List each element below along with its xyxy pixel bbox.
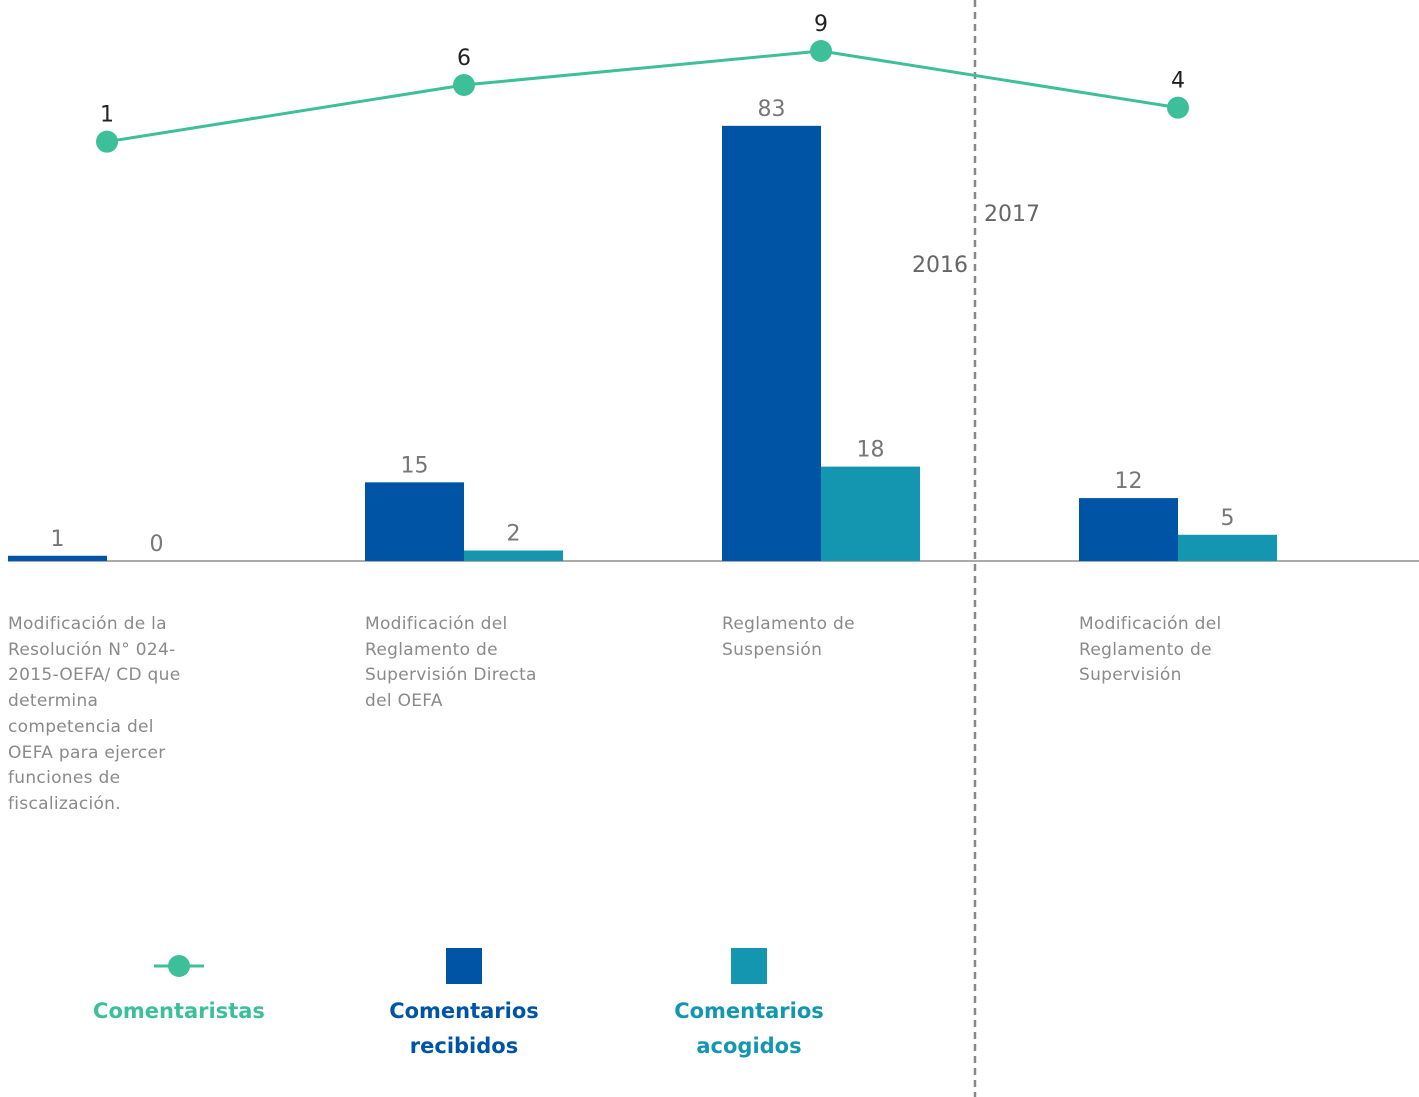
value-label: 1 [51,527,65,552]
value-label: 1 [100,103,114,128]
year-label: 2016 [912,253,968,278]
legend-icon [731,948,767,984]
x-tick-label: Modificación del Reglamento de Supervisi… [365,614,537,712]
legend-label: Comentarios acogidos [674,999,824,1058]
line-point [1167,96,1189,119]
x-tick-label: Reglamento de Suspensión [722,614,855,660]
year-label: 2017 [984,202,1040,227]
bar [722,125,821,561]
bar [1178,534,1277,561]
x-tick-label: Modificación de la Resolución N° 024-201… [8,614,181,814]
value-label: 83 [758,97,786,122]
legend-label: Comentarios recibidos [389,999,539,1058]
line-point [810,40,832,62]
bar [821,466,920,561]
line-point [453,74,475,96]
value-label: 5 [1221,506,1235,531]
value-label: 9 [814,12,828,37]
bar [464,550,563,561]
x-tick-label: Modificación del Reglamento de Supervisi… [1079,614,1222,686]
legend-label: Comentaristas [93,999,265,1023]
bar [365,482,464,561]
value-label: 0 [150,532,164,557]
bar [8,555,107,561]
value-label: 4 [1171,69,1185,94]
value-label: 2 [507,522,521,547]
value-label: 6 [457,46,471,71]
legend-icon [446,948,482,984]
bar [1079,498,1178,561]
value-label: 15 [401,453,429,478]
line-point [96,130,118,153]
legend-icon [168,955,190,977]
line [106,49,1179,144]
value-label: 12 [1115,469,1143,494]
value-label: 18 [857,438,885,463]
